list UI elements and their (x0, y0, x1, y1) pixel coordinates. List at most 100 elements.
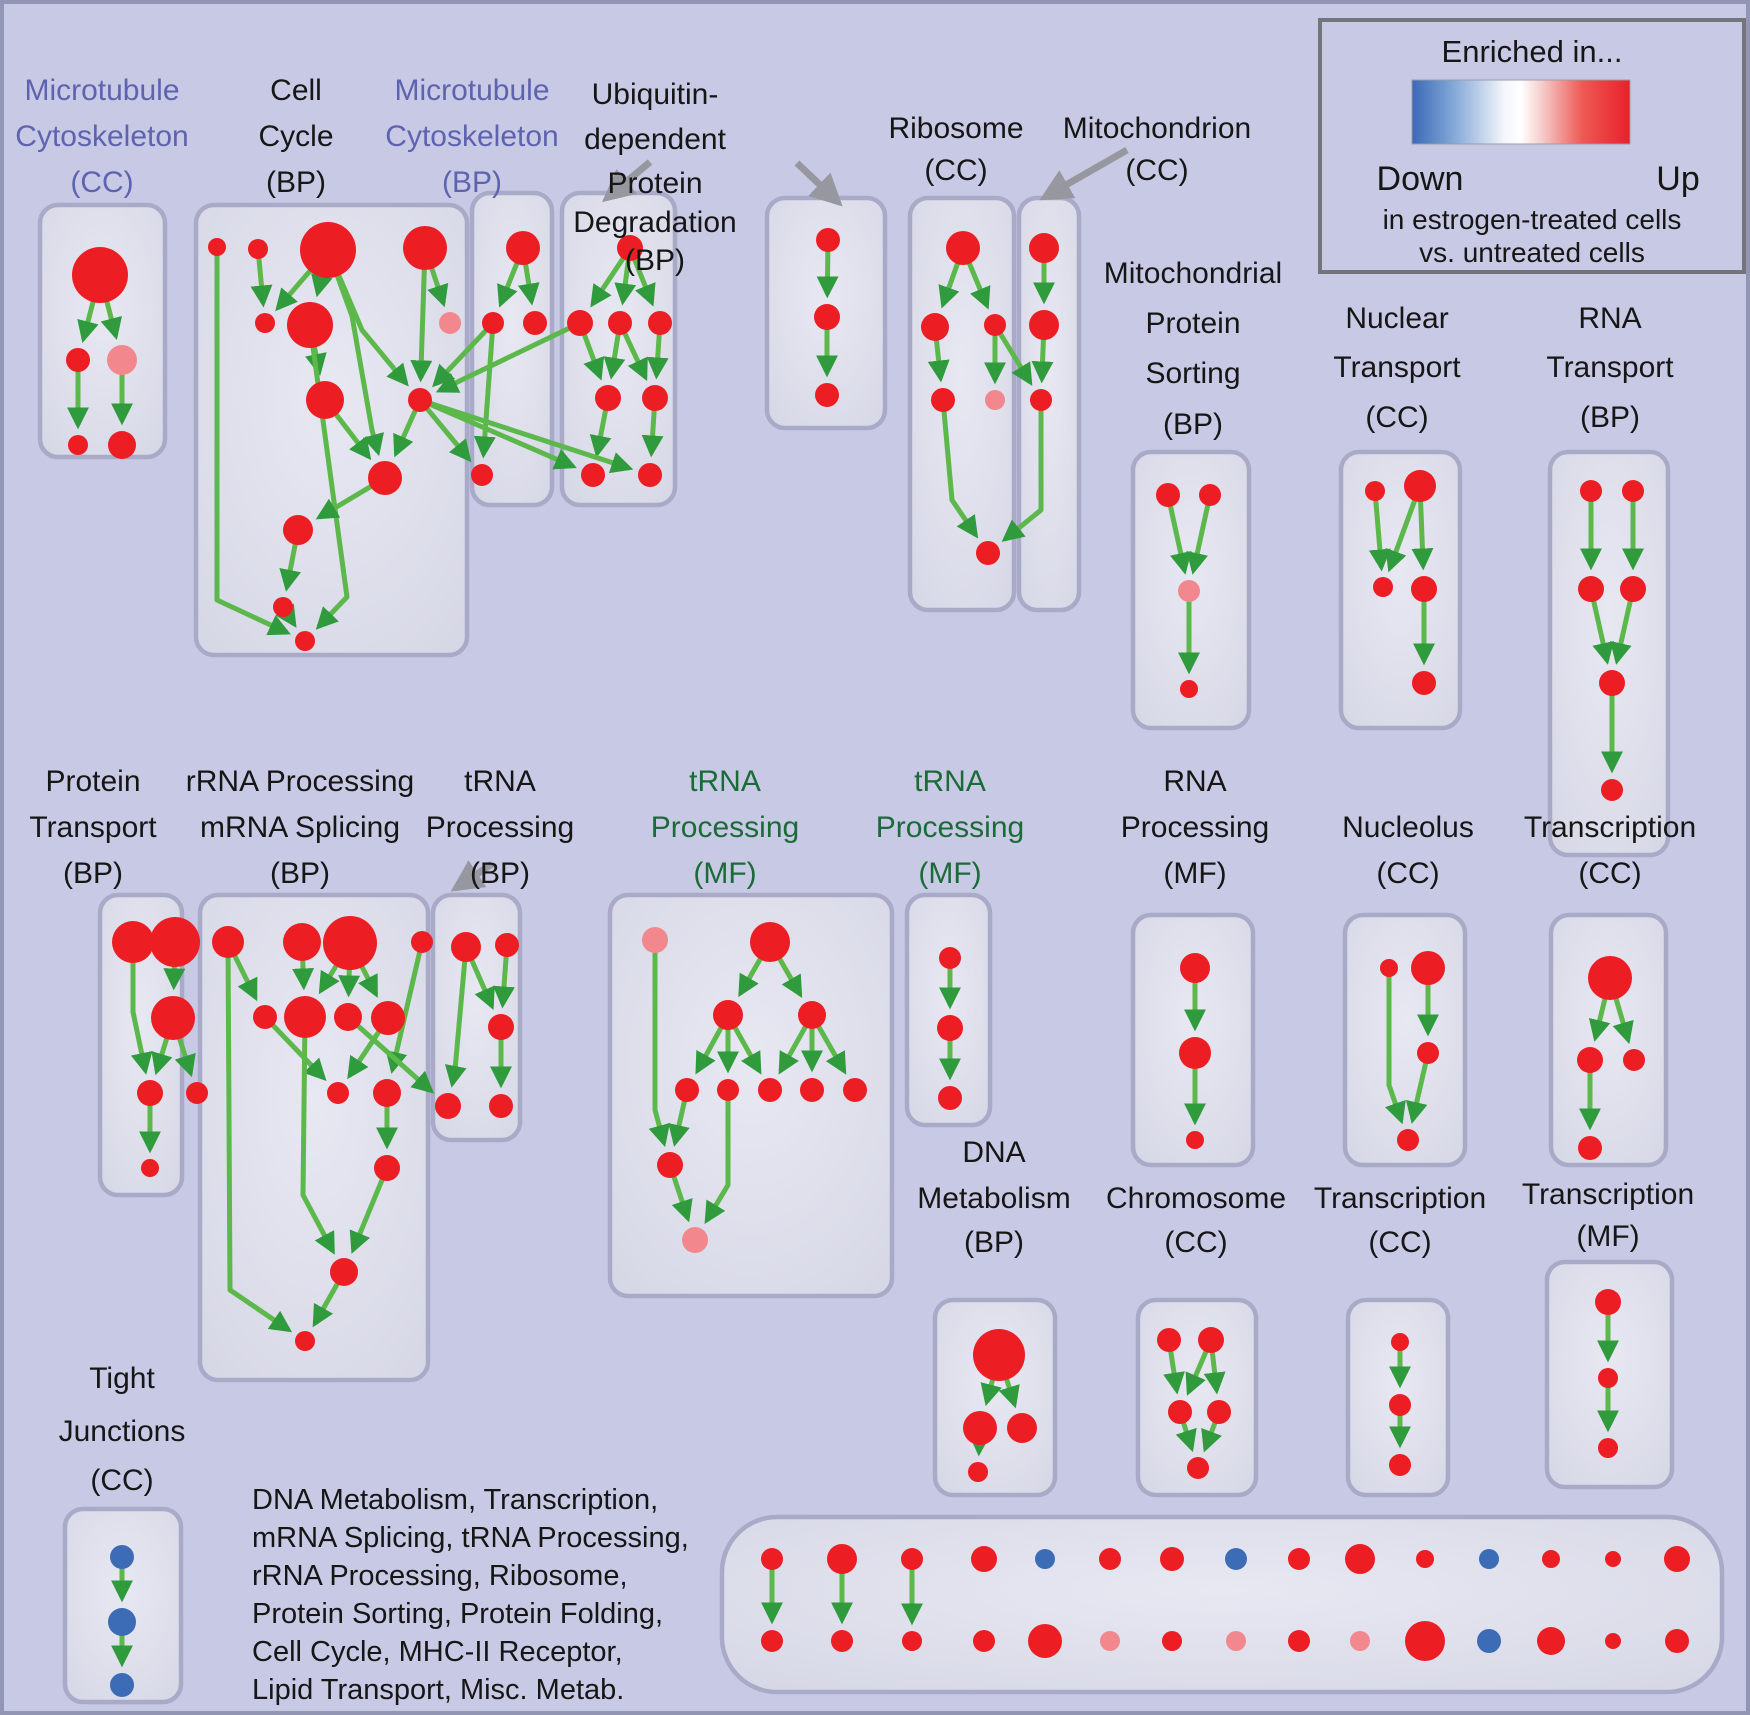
trna-processing-mf-label-1-line-0: tRNA (689, 765, 761, 798)
node-transcription_cc_r2-a (1577, 1047, 1603, 1073)
transcription-mf-label: Transcription (MF) (1522, 1178, 1694, 1253)
node-dna_met-b (1007, 1413, 1037, 1443)
node-ribosome-a (921, 313, 949, 341)
nucleolus-cc-label-line-1: (CC) (1376, 857, 1439, 890)
node-nuc_transport-c (1373, 577, 1393, 597)
cluster-box-trna_mf_small (904, 892, 993, 1128)
edge-arrow (300, 1016, 335, 1255)
node-cell_cycle-pink1 (439, 312, 461, 334)
edge-arrow (385, 941, 425, 1074)
transcription-cc-row3-label-line-1: (CC) (1368, 1226, 1431, 1259)
node-rna_proc_mf-b (1179, 1037, 1211, 1069)
node-rrna-t2 (283, 923, 321, 961)
node-cell_cycle-low (273, 597, 293, 617)
node-transcription_mf-a (1595, 1289, 1621, 1315)
annotation-line-3: Protein Sorting, Protein Folding, (252, 1598, 663, 1630)
labels-layer: Microtubule Cytoskeleton (CC) Cell Cycle (BP)… (15, 74, 1696, 1497)
cell-cycle-bp-label-line-0: Cell (270, 74, 322, 107)
node-ribosome-b (984, 314, 1006, 336)
node-cell_cycle-t1 (208, 238, 226, 256)
node-rrna-m3 (334, 1003, 362, 1031)
node-rna_transport-e (1599, 670, 1625, 696)
cluster-box-nuc_transport (1338, 449, 1463, 731)
node-trna_bp-l2 (489, 1094, 513, 1118)
legend-title: Enriched in... (1442, 34, 1623, 69)
edge-arrow (704, 1090, 731, 1225)
ubiquitin-degradation-bp-label: Ubiquitin-dependent Protein Degradation (BP… (573, 78, 736, 277)
node-ribosome-c (931, 388, 955, 412)
node-trna_mf_big-big (750, 922, 790, 962)
cluster-box-transcription_cc_r2 (1548, 912, 1669, 1168)
legend-up-label: Up (1656, 160, 1699, 198)
edge-arrow (419, 397, 634, 474)
edge-arrow (1368, 490, 1391, 572)
node-bottom_panel-t10 (1345, 1544, 1375, 1574)
node-bottom_panel-b12 (1477, 1629, 1501, 1653)
trna-processing-bp-label-line-0: tRNA (464, 765, 536, 798)
legend-subtitle-line-1: in estrogen-treated cells (1383, 204, 1682, 235)
rrna-processing-mrna-splicing-bp-label: rRNA Processing mRNA Splicing (BP) (186, 765, 414, 890)
tight-junctions-cc-label-line-1: Junctions (59, 1415, 186, 1448)
node-bottom_panel-b11 (1405, 1621, 1445, 1661)
tight-junctions-cc-label: Tight Junctions (CC) (59, 1362, 186, 1497)
node-rna_proc_mf-c (1186, 1131, 1204, 1149)
node-trna_mf_big-pt (642, 927, 668, 953)
node-trna_mf_big-c1 (675, 1078, 699, 1102)
cluster-box-nucleolus (1342, 912, 1468, 1168)
node-bottom_panel-b1 (761, 1630, 783, 1652)
node-mito-b (1029, 310, 1059, 340)
transcription-cc-row3-label-line-0: Transcription (1314, 1182, 1486, 1215)
cell-cycle-bp-label: Cell Cycle (BP) (258, 74, 333, 199)
annotation-block: DNA Metabolism, Transcription, mRNA Splic… (252, 1484, 689, 1706)
trna-processing-mf-label-2-line-1: Processing (876, 811, 1024, 844)
node-bottom_panel-b4 (973, 1630, 995, 1652)
node-cell_cycle-big2 (403, 226, 447, 270)
protein-transport-bp-label-line-1: Transport (29, 811, 157, 844)
trna-processing-mf-label-2-line-0: tRNA (914, 765, 986, 798)
node-bottom_panel-t4 (971, 1546, 997, 1572)
node-nuc_transport-a (1365, 481, 1385, 501)
transcription-mf-label-line-0: Transcription (1522, 1178, 1694, 1211)
node-trna_mf_big-c3 (758, 1078, 782, 1102)
node-transcription_cc_r2-b (1623, 1049, 1645, 1071)
node-rna_transport-d (1620, 576, 1646, 602)
node-trna_mf_big-pb (682, 1227, 708, 1253)
edge-arrow (1384, 968, 1406, 1125)
node-prot_transport-c (151, 996, 195, 1040)
cell-cycle-bp-label-line-2: (BP) (266, 166, 326, 199)
ribosome-cc-label-line-1: (CC) (924, 154, 987, 187)
node-bottom_panel-t11 (1416, 1550, 1434, 1568)
microtubule-cytoskeleton-cc-label-line-2: (CC) (70, 166, 133, 199)
annotation-line-4: Cell Cycle, MHC-II Receptor, (252, 1636, 623, 1668)
node-ubiq1-b2 (638, 463, 662, 487)
transcription-cc-row2-label-line-1: (CC) (1578, 857, 1641, 890)
node-rrna-m4 (371, 1001, 405, 1035)
transcription-mf-label-line-1: (MF) (1576, 1220, 1639, 1253)
annotation-line-1: mRNA Splicing, tRNA Processing, (252, 1522, 689, 1554)
nuclear-transport-cc-label: Nuclear Transport (CC) (1333, 302, 1461, 434)
node-mc_cc-e (108, 431, 136, 459)
node-bottom_panel-t7 (1160, 1547, 1184, 1571)
node-nucleolus-c (1417, 1042, 1439, 1064)
node-bottom_panel-t2 (827, 1544, 857, 1574)
node-dna_met-c (968, 1462, 988, 1482)
ubiquitin-degradation-bp-label-line-0: Ubiquitin- (592, 78, 719, 111)
mitochondrial-protein-sorting-bp-label-line-3: (BP) (1163, 408, 1223, 441)
edge-arrow (419, 397, 577, 470)
protein-transport-bp-label: Protein Transport (BP) (29, 765, 157, 890)
transcription-cc-row2-label-line-0: Transcription (1524, 811, 1696, 844)
microtubule-cytoskeleton-cc-label: Microtubule Cytoskeleton (CC) (15, 74, 188, 199)
edge-arrow (263, 1015, 327, 1082)
node-mps-a (1156, 483, 1180, 507)
node-mps-pk (1178, 580, 1200, 602)
node-nuc_transport-d (1411, 576, 1437, 602)
node-rrna-m1 (253, 1005, 277, 1029)
node-tight_junctions-b (108, 1608, 136, 1636)
edge-arrow (444, 946, 469, 1088)
node-trna_mf_big-c5 (843, 1078, 867, 1102)
trna-processing-bp-label: tRNA Processing (BP) (426, 765, 574, 890)
nucleolus-cc-label: Nucleolus (CC) (1342, 811, 1474, 890)
rna-processing-mf-label-line-2: (MF) (1163, 857, 1226, 890)
